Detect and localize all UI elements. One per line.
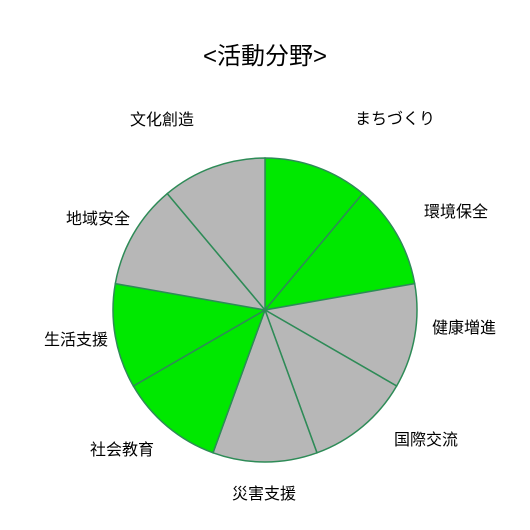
pie-slice-label: 災害支援: [232, 480, 296, 504]
pie-slice-label: 健康増進: [432, 314, 496, 338]
pie-slice-label: 生活支援: [44, 326, 108, 350]
pie-slice-label: 文化創造: [130, 106, 194, 130]
pie-slice-label: まちづくり: [355, 105, 435, 129]
pie-chart: [0, 0, 530, 530]
pie-slice-label: 社会教育: [90, 436, 154, 460]
pie-slice-label: 国際交流: [394, 426, 458, 450]
pie-slice-label: 地域安全: [66, 205, 130, 229]
pie-slice-label: 環境保全: [424, 198, 488, 222]
